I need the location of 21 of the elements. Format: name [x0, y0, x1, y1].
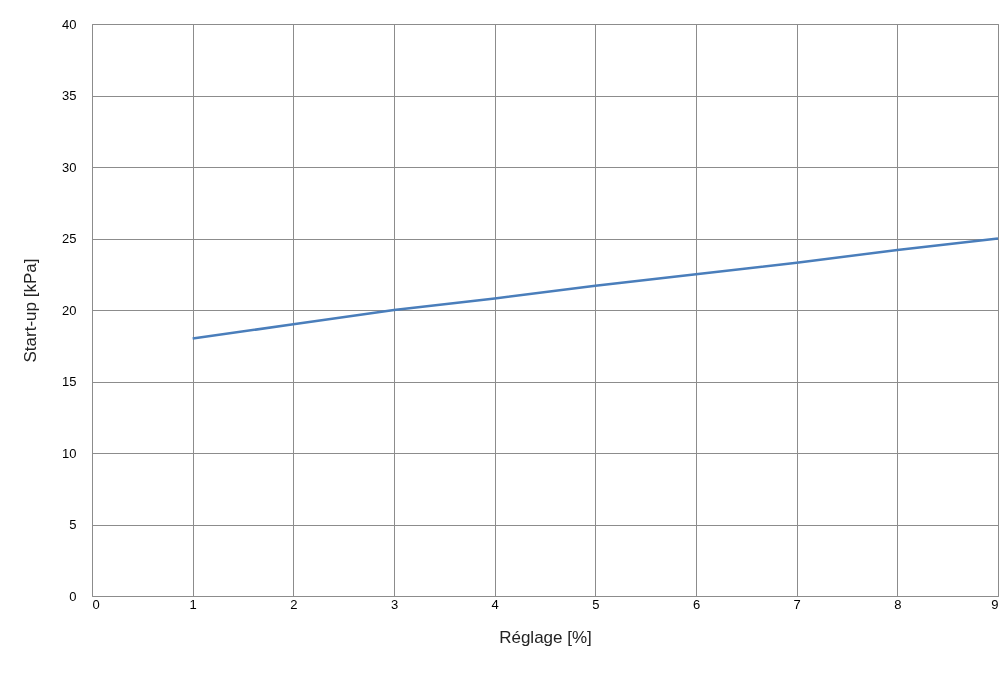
x-tick-label: 1 — [189, 596, 197, 612]
x-tick-label: 3 — [390, 596, 399, 612]
x-tick-label: 2 — [290, 596, 298, 612]
y-tick-label: 40 — [62, 16, 77, 32]
x-tick-label: 0 — [92, 596, 100, 612]
x-axis-title: Réglage [%] — [499, 627, 592, 647]
y-axis-title: Start-up [kPa] — [21, 258, 41, 363]
x-tick-label: 6 — [692, 596, 701, 612]
x-tick-label: 5 — [592, 596, 600, 612]
y-tick-label: 15 — [62, 374, 77, 389]
y-tick-label: 30 — [62, 159, 77, 175]
y-tick-label: 20 — [62, 302, 77, 318]
x-tick-label: 4 — [491, 596, 499, 612]
x-tick-label: 8 — [894, 596, 902, 612]
y-tick-label: 10 — [62, 445, 77, 461]
y-tick-label: 5 — [69, 517, 77, 532]
x-tick-label: 7 — [793, 596, 801, 612]
line-series — [191, 237, 1000, 340]
x-tick-label: 9 — [991, 596, 999, 612]
y-tick-label: 25 — [62, 231, 77, 246]
y-tick-label: 35 — [62, 88, 77, 103]
